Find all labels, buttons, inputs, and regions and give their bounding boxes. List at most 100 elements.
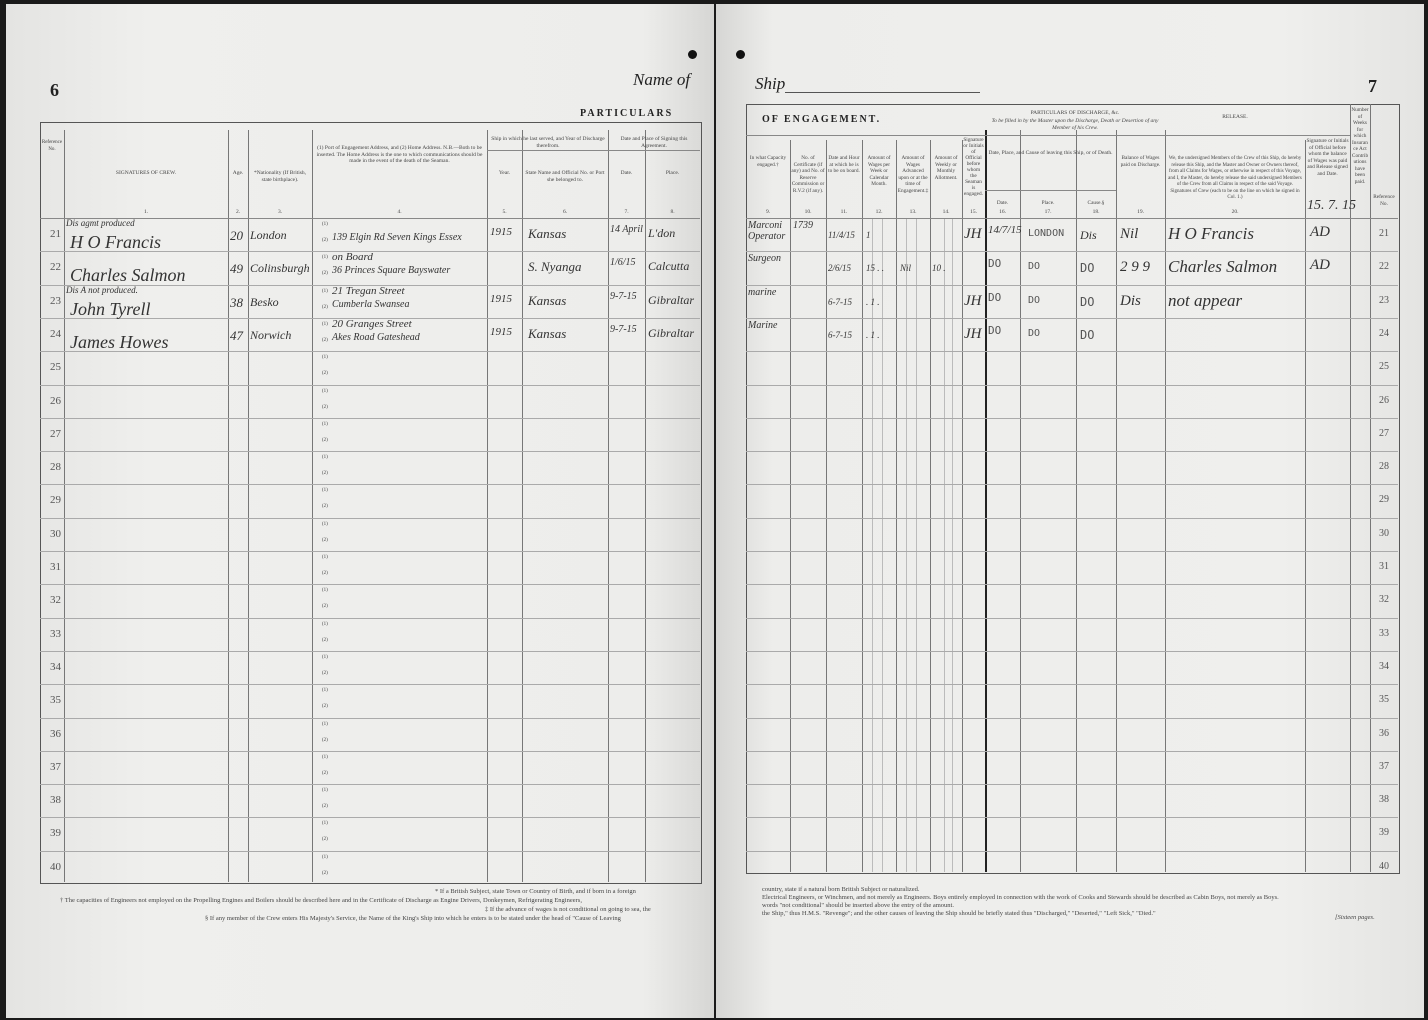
address-marker: (1) <box>322 321 328 327</box>
entry-wages: 1 <box>866 230 871 240</box>
sub-divider <box>872 218 873 872</box>
reference-number: 29 <box>1379 494 1389 506</box>
address-marker: (2) <box>322 304 328 310</box>
address-marker: (1) <box>322 255 328 261</box>
entry-signature: H O Francis <box>70 232 161 252</box>
left-section-title: PARTICULARS <box>580 108 674 119</box>
row-divider <box>40 417 700 419</box>
reference-number: 31 <box>1379 561 1389 572</box>
column-divider <box>862 140 863 872</box>
col-label: Date and Hour at which he is to be on bo… <box>828 155 860 174</box>
address-marker: (1) <box>322 355 328 361</box>
address-marker: (2) <box>322 537 328 543</box>
row-divider <box>40 517 700 519</box>
address-marker: (1) <box>322 788 328 794</box>
row-divider <box>746 551 1398 552</box>
row-divider <box>746 451 1398 453</box>
reference-number: 22 <box>50 261 61 274</box>
entry-allotment: 10 . <box>932 263 946 274</box>
col-label: Amount of Wages per Week or Calendar Mon… <box>867 155 891 187</box>
row-divider <box>40 817 700 819</box>
column-divider <box>985 130 987 872</box>
col-number: 10. <box>804 209 812 215</box>
entry-date: 1/6/15 <box>610 257 636 269</box>
left-heading: Name of <box>633 70 691 89</box>
row-divider <box>746 517 1398 519</box>
group-discharge: PARTICULARS OF DISCHARGE, &c. <box>1030 110 1120 116</box>
column-divider <box>522 130 523 882</box>
address-marker: (2) <box>322 637 328 643</box>
entry-year: 1915 <box>490 292 512 305</box>
reference-number: 33 <box>1379 627 1389 639</box>
row-divider <box>746 317 1398 319</box>
column-divider <box>312 130 313 882</box>
address-marker: (1) <box>322 754 328 760</box>
reference-number: 22 <box>1379 261 1389 273</box>
footnote: † The capacities of Engineers not employ… <box>60 897 582 904</box>
address-marker: (1) <box>322 721 328 727</box>
right-heading: Ship <box>755 74 786 93</box>
entry-address1: 20 Granges Street <box>332 317 412 330</box>
col-number: 4. <box>397 209 402 215</box>
col-number: 2. <box>235 209 241 215</box>
reference-number: 31 <box>50 561 61 573</box>
address-marker: (1) <box>322 521 328 527</box>
footnote: * If a British Subject, state Town or Co… <box>435 888 636 895</box>
row-divider <box>746 617 1398 619</box>
address-marker: (2) <box>322 571 328 576</box>
reference-number: 28 <box>50 461 61 474</box>
entry-address2: Cumberla Swansea <box>332 298 410 310</box>
address-marker: (2) <box>322 271 328 277</box>
entry-ship: Kansas <box>528 325 567 341</box>
entry-signature: Charles Salmon <box>70 265 186 286</box>
address-marker: (1) <box>322 555 328 560</box>
address-marker: (2) <box>322 371 328 377</box>
col-label-reference: Reference No. <box>41 140 63 152</box>
reference-number: 25 <box>50 361 61 374</box>
address-marker: (1) <box>322 222 328 227</box>
entry-ship: Kansas <box>528 226 567 241</box>
col-number: 7. <box>624 209 629 215</box>
reference-number: 32 <box>1379 594 1389 606</box>
reference-number: 23 <box>1379 294 1389 306</box>
row-divider <box>746 750 1398 752</box>
row-divider <box>746 284 1398 286</box>
entry-place: L'don <box>648 226 676 240</box>
entry-capacity: marine <box>748 286 777 298</box>
column-divider <box>645 130 646 882</box>
address-marker: (1) <box>322 821 328 827</box>
entry-age: 20 <box>230 228 243 243</box>
entry-on-board: 6-7-15 <box>828 329 852 340</box>
column-divider <box>930 140 931 872</box>
reference-number: 35 <box>50 694 61 707</box>
reference-number: 23 <box>50 294 61 307</box>
column-divider <box>962 140 963 872</box>
entry-balance: Nil <box>1120 226 1139 242</box>
row-divider <box>746 717 1398 719</box>
entry-ship: S. Nyanga <box>528 259 582 275</box>
entry-dis-place: LONDON <box>1028 228 1065 239</box>
entry-release-official: AD <box>1310 224 1330 240</box>
entry-advanced: Nil <box>900 263 912 274</box>
footnote: Electrical Engineers, or Winchmen, and n… <box>762 894 1279 901</box>
entry-release-sig: H O Francis <box>1168 224 1254 243</box>
entry-signature: James Howes <box>70 331 169 352</box>
entry-nationality: London <box>250 228 287 242</box>
address-marker: (1) <box>322 588 328 594</box>
address-marker: (2) <box>322 737 328 743</box>
punch-hole <box>688 50 697 59</box>
entry-release-sig: not appear <box>1168 290 1243 310</box>
col-label: Date. <box>620 170 633 176</box>
right-section-title: OF ENGAGEMENT. <box>762 114 882 125</box>
col-label: Signature or Initials of Official before… <box>1306 138 1349 177</box>
footnote: the Ship," thus H.M.S. "Revenge"; and th… <box>762 910 1156 917</box>
entry-release-sig: Charles Salmon <box>1168 257 1278 277</box>
row-divider <box>746 817 1398 819</box>
address-marker: (1) <box>322 388 328 394</box>
left-page-number: 6 <box>50 80 59 100</box>
group-release: RELEASE. <box>1222 114 1248 120</box>
row-divider <box>746 417 1398 419</box>
reference-number: 21 <box>50 228 61 240</box>
address-marker: (2) <box>322 437 328 443</box>
ship-name-line <box>785 92 980 93</box>
